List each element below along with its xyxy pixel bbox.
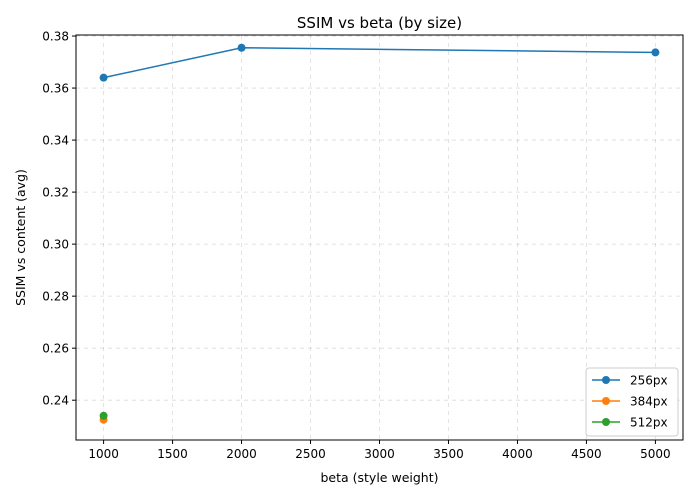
y-tick-label: 0.30 [42, 237, 69, 251]
y-tick-label: 0.36 [42, 81, 69, 95]
legend-label: 256px [630, 373, 668, 387]
data-point [651, 48, 660, 57]
series-layer [99, 43, 660, 424]
x-tick-label: 1000 [88, 447, 119, 461]
legend-label: 512px [630, 415, 668, 429]
y-tick-label: 0.38 [42, 29, 69, 43]
y-axis-label: SSIM vs content (avg) [13, 169, 28, 306]
x-tick-label: 5000 [640, 447, 671, 461]
series-256px [99, 43, 660, 82]
x-tick-label: 2500 [295, 447, 326, 461]
x-axis: 1000 1500 2000 2500 3000 3500 4000 4500 5000 [88, 440, 671, 461]
y-tick-label: 0.24 [42, 394, 69, 408]
x-tick-label: 4000 [502, 447, 533, 461]
legend-marker [602, 397, 610, 405]
x-tick-label: 3500 [433, 447, 464, 461]
y-tick-label: 0.26 [42, 341, 69, 355]
legend-item: 384px [592, 394, 668, 408]
legend-box [585, 367, 679, 437]
legend-marker [602, 376, 610, 384]
y-tick-label: 0.28 [42, 289, 69, 303]
data-point [237, 43, 246, 52]
legend-item: 512px [592, 415, 668, 429]
series-512px [99, 411, 108, 420]
legend-label: 384px [630, 394, 668, 408]
y-axis: 0.24 0.26 0.28 0.30 0.32 0.34 0.36 0.38 [42, 29, 76, 408]
x-axis-label: beta (style weight) [320, 470, 438, 485]
data-point [99, 73, 108, 82]
legend: 256px 384px 512px [585, 367, 679, 437]
legend-item: 256px [592, 373, 668, 387]
x-tick-label: 2000 [226, 447, 257, 461]
x-tick-label: 1500 [157, 447, 188, 461]
y-tick-label: 0.32 [42, 185, 69, 199]
grid [76, 35, 683, 440]
y-tick-label: 0.34 [42, 133, 69, 147]
chart-title: SSIM vs beta (by size) [297, 14, 462, 32]
x-tick-label: 4500 [571, 447, 602, 461]
data-point [99, 411, 108, 420]
legend-marker [602, 418, 610, 426]
x-tick-label: 3000 [364, 447, 395, 461]
